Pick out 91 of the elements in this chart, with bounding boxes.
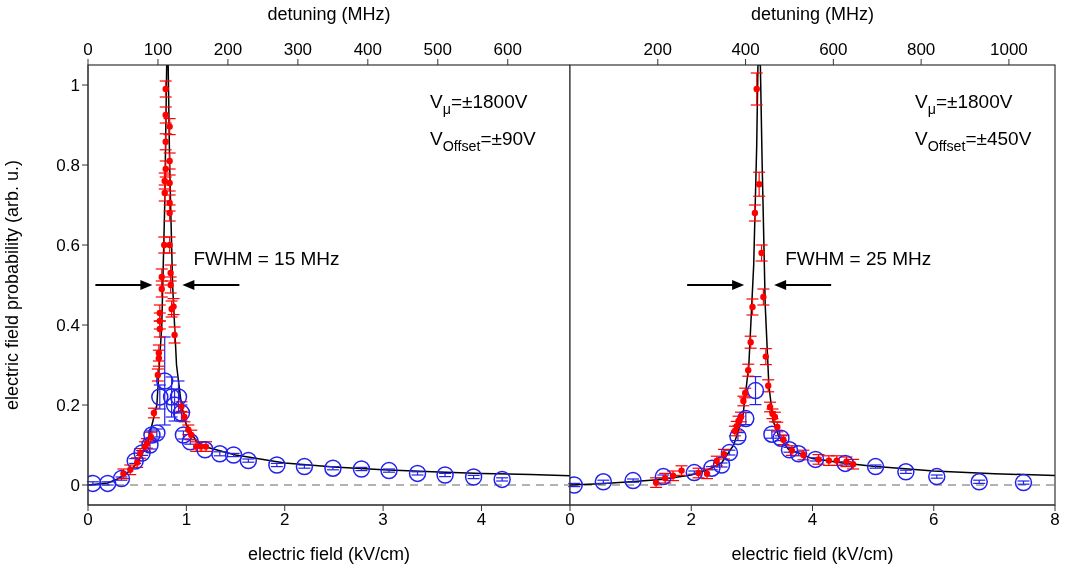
point (408, 464, 427, 483)
annotation: V$_{μ}$=±1800V (430, 91, 528, 117)
point (624, 471, 642, 490)
point (747, 339, 754, 346)
x2-tick-label: 400 (731, 40, 760, 59)
point (866, 457, 885, 476)
point (436, 466, 454, 484)
point (167, 269, 174, 277)
point (239, 451, 258, 470)
point (749, 303, 756, 311)
x-tick-label: 0 (83, 510, 93, 530)
x2-axis-title: detuning (MHz) (267, 4, 391, 24)
x2-tick-label: 100 (143, 40, 173, 59)
x2-tick-label: 200 (643, 40, 672, 59)
x2-axis-title: detuning (MHz) (750, 4, 875, 24)
point (758, 249, 765, 257)
x-tick-label: 2 (686, 510, 696, 530)
x2-tick-label: 600 (493, 40, 522, 59)
x2-tick-label: 400 (353, 40, 383, 59)
point (753, 85, 760, 93)
annotation: FWHM = 15 MHz (193, 248, 340, 269)
y-axis-title: electric field probability (arb. u.) (2, 159, 23, 411)
x2-tick-label: 500 (423, 40, 452, 59)
point (162, 138, 169, 145)
x-tick-label: 6 (929, 510, 939, 530)
point (760, 293, 767, 301)
y-tick-label: 0.6 (56, 236, 80, 256)
x2-tick-label: 300 (283, 40, 313, 59)
point (493, 470, 511, 489)
point (762, 353, 770, 360)
point (464, 468, 483, 486)
point (897, 463, 915, 481)
y-tick-label: 0.4 (56, 316, 80, 336)
x-tick-label: 2 (280, 510, 290, 530)
point (745, 367, 752, 374)
point (162, 165, 169, 173)
x-tick-label: 0 (565, 510, 575, 530)
point (161, 189, 168, 197)
point (155, 355, 163, 362)
y-tick-label: 0.8 (56, 156, 80, 176)
point (161, 177, 168, 185)
point (161, 241, 168, 249)
point (155, 349, 163, 357)
point (166, 123, 173, 130)
point (169, 388, 188, 406)
point (380, 461, 398, 480)
point (729, 427, 747, 446)
x-tick-label: 3 (378, 510, 388, 530)
point (268, 456, 286, 474)
x2-tick-label: 600 (819, 40, 848, 59)
point (765, 382, 772, 389)
point (166, 199, 173, 207)
point (166, 179, 173, 187)
y-tick-label: 0.2 (56, 396, 80, 416)
point (155, 372, 174, 390)
point (751, 209, 759, 217)
point (162, 388, 181, 406)
x2-tick-label: 200 (213, 40, 243, 59)
x2-tick-label: 0 (83, 40, 93, 59)
point (158, 285, 165, 293)
point (167, 281, 174, 289)
x-axis-title: electric field (kV/cm) (247, 544, 411, 564)
point (324, 459, 342, 477)
x-tick-label: 1 (181, 510, 192, 530)
point (171, 331, 178, 339)
point (928, 467, 946, 486)
point (151, 388, 169, 406)
point (162, 111, 169, 119)
point (162, 85, 169, 93)
point (158, 273, 165, 281)
annotation: V$_{μ}$=±1800V (915, 91, 1013, 117)
x-tick-label: 4 (807, 510, 818, 530)
point (295, 457, 314, 476)
x-tick-label: 8 (1050, 510, 1060, 530)
x-axis-title: electric field (kV/cm) (731, 544, 894, 564)
x-tick-label: 4 (476, 510, 487, 530)
point (352, 460, 371, 478)
x2-tick-label: 1000 (990, 40, 1028, 59)
point (166, 209, 173, 217)
annotation: V$_{Offset}$=±90V (430, 128, 537, 154)
point (166, 241, 173, 249)
annotation: V$_{Offset}$=±450V (915, 128, 1032, 154)
point (166, 157, 173, 165)
point (970, 473, 988, 491)
y-tick-label: 0 (70, 476, 80, 496)
y-tick-label: 1 (70, 76, 80, 96)
point (1014, 473, 1033, 492)
x2-tick-label: 800 (906, 40, 936, 59)
annotation: FWHM = 25 MHz (785, 248, 932, 269)
point (594, 473, 613, 491)
point (755, 181, 763, 188)
